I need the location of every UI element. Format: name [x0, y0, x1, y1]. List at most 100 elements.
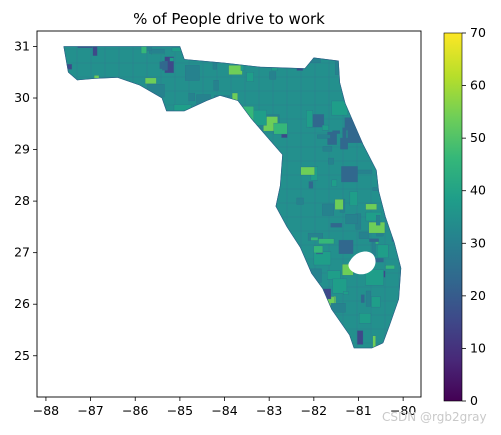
census-tract [212, 395, 223, 402]
census-tract [135, 170, 142, 174]
census-tract [357, 330, 364, 345]
census-tract [255, 329, 260, 336]
census-tract [210, 126, 219, 143]
census-tract [365, 269, 384, 286]
census-tract [322, 288, 332, 300]
census-tract [69, 376, 86, 393]
census-tract [385, 265, 395, 270]
census-tract [40, 265, 52, 274]
census-tract [330, 223, 343, 228]
census-tract [235, 384, 244, 390]
census-tract [211, 364, 217, 370]
y-tick-label: 25 [14, 348, 30, 363]
census-tract [237, 315, 242, 331]
census-tract [185, 305, 195, 322]
census-tract [140, 46, 147, 54]
plot-frame [36, 30, 422, 398]
census-tract [146, 110, 160, 116]
census-tract [155, 373, 159, 381]
census-tract [231, 92, 238, 110]
census-tract [363, 71, 380, 86]
census-tract [122, 354, 129, 371]
census-tract [176, 337, 196, 348]
census-tract [153, 115, 172, 132]
census-tract [238, 41, 246, 46]
census-tract [227, 378, 235, 388]
census-tract [239, 242, 245, 259]
census-tract [183, 364, 194, 370]
census-tract [66, 151, 86, 159]
census-tract [50, 200, 63, 204]
census-tract [171, 325, 180, 336]
census-tract [152, 217, 161, 223]
census-tract [268, 387, 281, 392]
census-tract [257, 176, 275, 193]
census-tract [218, 351, 221, 365]
census-tract [322, 146, 333, 152]
census-tract [342, 127, 347, 140]
census-tract [309, 57, 321, 63]
census-tract [155, 308, 168, 320]
census-tract [415, 244, 431, 250]
census-tract [251, 147, 266, 157]
census-tract [235, 201, 252, 215]
x-tick-label: −85 [167, 403, 193, 418]
census-tract [76, 230, 92, 236]
census-tract [105, 379, 123, 396]
census-tract [385, 346, 397, 348]
census-tract [63, 116, 66, 123]
census-tract [389, 354, 403, 366]
y-tick-label: 30 [14, 90, 30, 105]
census-tract [129, 158, 140, 175]
census-tract [365, 211, 382, 222]
census-tract [186, 313, 199, 320]
census-tract [376, 215, 381, 226]
x-tick-label: −84 [211, 403, 237, 418]
census-tract [81, 217, 96, 228]
census-tract [130, 252, 140, 270]
census-tract [207, 392, 211, 401]
census-tract [240, 106, 254, 123]
census-tract [372, 335, 376, 348]
census-tract [147, 84, 165, 98]
census-tract [295, 302, 306, 309]
census-tract [149, 49, 165, 54]
census-tract [38, 222, 47, 233]
census-tract [271, 59, 278, 71]
census-tract [292, 357, 311, 372]
census-tract [271, 273, 276, 279]
census-tract [185, 65, 200, 81]
census-tract [334, 46, 348, 53]
census-tract [174, 117, 191, 128]
census-tract [416, 124, 434, 137]
census-tract [84, 178, 102, 188]
census-tract [158, 252, 164, 256]
census-tract [205, 40, 223, 44]
census-tract [109, 159, 118, 165]
census-tract [291, 60, 297, 67]
census-tract [63, 64, 73, 70]
census-tract [125, 167, 143, 184]
census-tract [192, 336, 203, 343]
census-tract [349, 191, 358, 206]
census-tract [103, 210, 111, 215]
chart-title: % of People drive to work [133, 10, 325, 28]
census-tract [360, 294, 365, 303]
census-tract [232, 368, 249, 379]
census-tract [400, 103, 401, 108]
census-tract [290, 370, 293, 381]
census-tract [267, 318, 278, 332]
census-tract [301, 276, 311, 293]
census-tract [126, 196, 135, 203]
census-tract [167, 134, 181, 146]
florida-outline [63, 46, 402, 349]
census-tract [130, 102, 136, 111]
census-tract [172, 279, 179, 296]
y-tick-label: 31 [14, 38, 30, 53]
census-tract [233, 32, 241, 46]
census-tract [144, 77, 157, 84]
x-tick-label: −82 [301, 403, 327, 418]
census-tract [359, 367, 362, 374]
census-tract [345, 214, 358, 225]
census-tract [217, 200, 232, 206]
